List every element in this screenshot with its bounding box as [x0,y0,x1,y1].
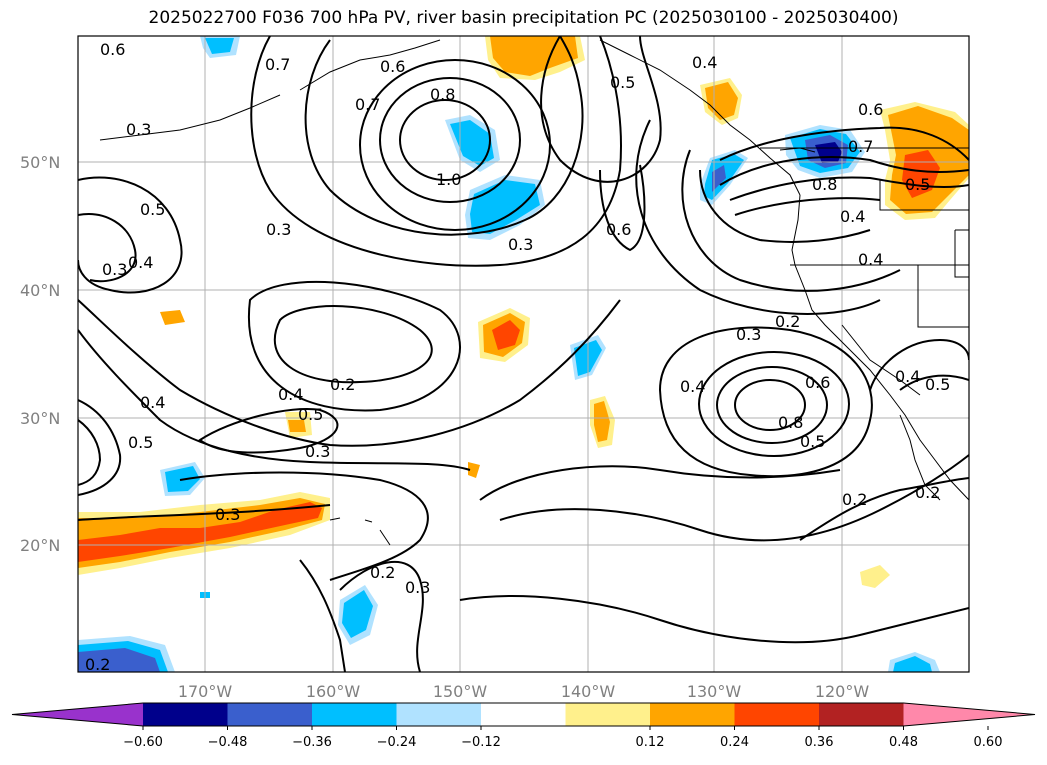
contour-label: 0.7 [355,95,380,114]
plot-frame [77,35,970,673]
contour-labels: 0.6 0.7 0.6 0.7 0.8 0.5 0.4 0.3 1.0 0.3 … [85,40,950,674]
colorbar-tick-label: 0.60 [974,735,1003,750]
lon-label: 160°W [306,682,361,701]
lon-label: 150°W [433,682,488,701]
contour-label: 0.3 [736,325,761,344]
contour-label: 0.5 [905,175,930,194]
map-title: 2025022700 F036 700 hPa PV, river basin … [148,8,899,28]
colorbar-tick-label: −0.12 [461,735,501,750]
lon-label: 140°W [561,682,616,701]
contour-label: 0.4 [680,377,705,396]
contour-label: 0.4 [278,385,303,404]
plot-area: 0.6 0.7 0.6 0.7 0.8 0.5 0.4 0.3 1.0 0.3 … [78,36,969,674]
lat-label: 20°N [20,536,60,555]
colorbar-extend-low [12,703,143,726]
contour-label: 0.5 [610,73,635,92]
contour-label: 0.3 [508,235,533,254]
colorbar-segment [143,703,228,726]
lat-label: 30°N [20,409,60,428]
contour-label: 0.4 [128,253,153,272]
colorbar-tick-label: −0.36 [292,735,332,750]
contour-label: 0.8 [812,175,837,194]
contour-label: 0.5 [128,433,153,452]
lat-label: 50°N [20,153,60,172]
contour-label: 0.8 [430,85,455,104]
lon-label: 170°W [178,682,233,701]
contour-label: 0.6 [805,373,830,392]
colorbar-segment [396,703,482,726]
contour-label: 0.7 [848,137,873,156]
contour-label: 0.5 [140,200,165,219]
contour-label: 0.3 [215,505,240,524]
contour-label: 0.4 [840,207,865,226]
contour-label: 0.4 [692,53,717,72]
contour-label: 0.2 [915,483,940,502]
contour-label: 0.3 [305,442,330,461]
contour-label: 0.6 [858,100,883,119]
contour-label: 0.2 [370,563,395,582]
contour-label: 0.4 [895,367,920,386]
pv-contours [78,36,969,672]
colorbar-extend-high [903,703,1035,726]
coastlines [99,39,969,546]
colorbar-tick-label: 0.36 [805,735,834,750]
colorbar-segment [650,703,735,726]
contour-label: 0.7 [265,55,290,74]
colorbar-tick-label: 0.24 [720,735,749,750]
gridlines [78,36,969,672]
contour-label: 0.5 [925,375,950,394]
contour-label: 0.3 [126,120,151,139]
contour-label: 0.2 [775,312,800,331]
lon-label: 120°W [815,682,870,701]
colorbar: −0.60 −0.48 −0.36 −0.24 −0.12 0.12 0.24 0.36 0.4… [11,702,1036,750]
contour-label: 0.2 [85,655,110,674]
colorbar-tick-label: 0.12 [636,735,665,750]
contour-label: 0.6 [606,220,631,239]
contour-label: 0.3 [102,260,127,279]
colorbar-tick-label: −0.24 [377,735,417,750]
colorbar-segment [312,703,397,726]
contour-label: 0.4 [140,393,165,412]
contour-label: 1.0 [436,170,461,189]
colorbar-segment [481,703,566,726]
contour-label: 0.2 [330,375,355,394]
colorbar-segment [734,703,820,726]
contour-label: 0.5 [298,405,323,424]
contour-label: 0.8 [778,413,803,432]
contour-label: 0.4 [858,250,883,269]
colorbar-segment [565,703,651,726]
lat-labels: 50°N 40°N 30°N 20°N [20,153,60,555]
colorbar-segment [819,703,904,726]
contour-label: 0.6 [380,57,405,76]
colorbar-tick-label: −0.48 [208,735,248,750]
colorbar-tick-label: −0.60 [123,735,163,750]
contour-label: 0.3 [405,578,430,597]
lat-label: 40°N [20,281,60,300]
contour-label: 0.6 [100,40,125,59]
lon-label: 130°W [687,682,742,701]
lon-labels: 170°W 160°W 150°W 140°W 130°W 120°W [178,682,870,701]
colorbar-segment [227,703,313,726]
contour-label: 0.5 [800,432,825,451]
colorbar-tick-label: 0.48 [889,735,918,750]
contour-label: 0.3 [266,220,291,239]
contour-label: 0.2 [842,490,867,509]
